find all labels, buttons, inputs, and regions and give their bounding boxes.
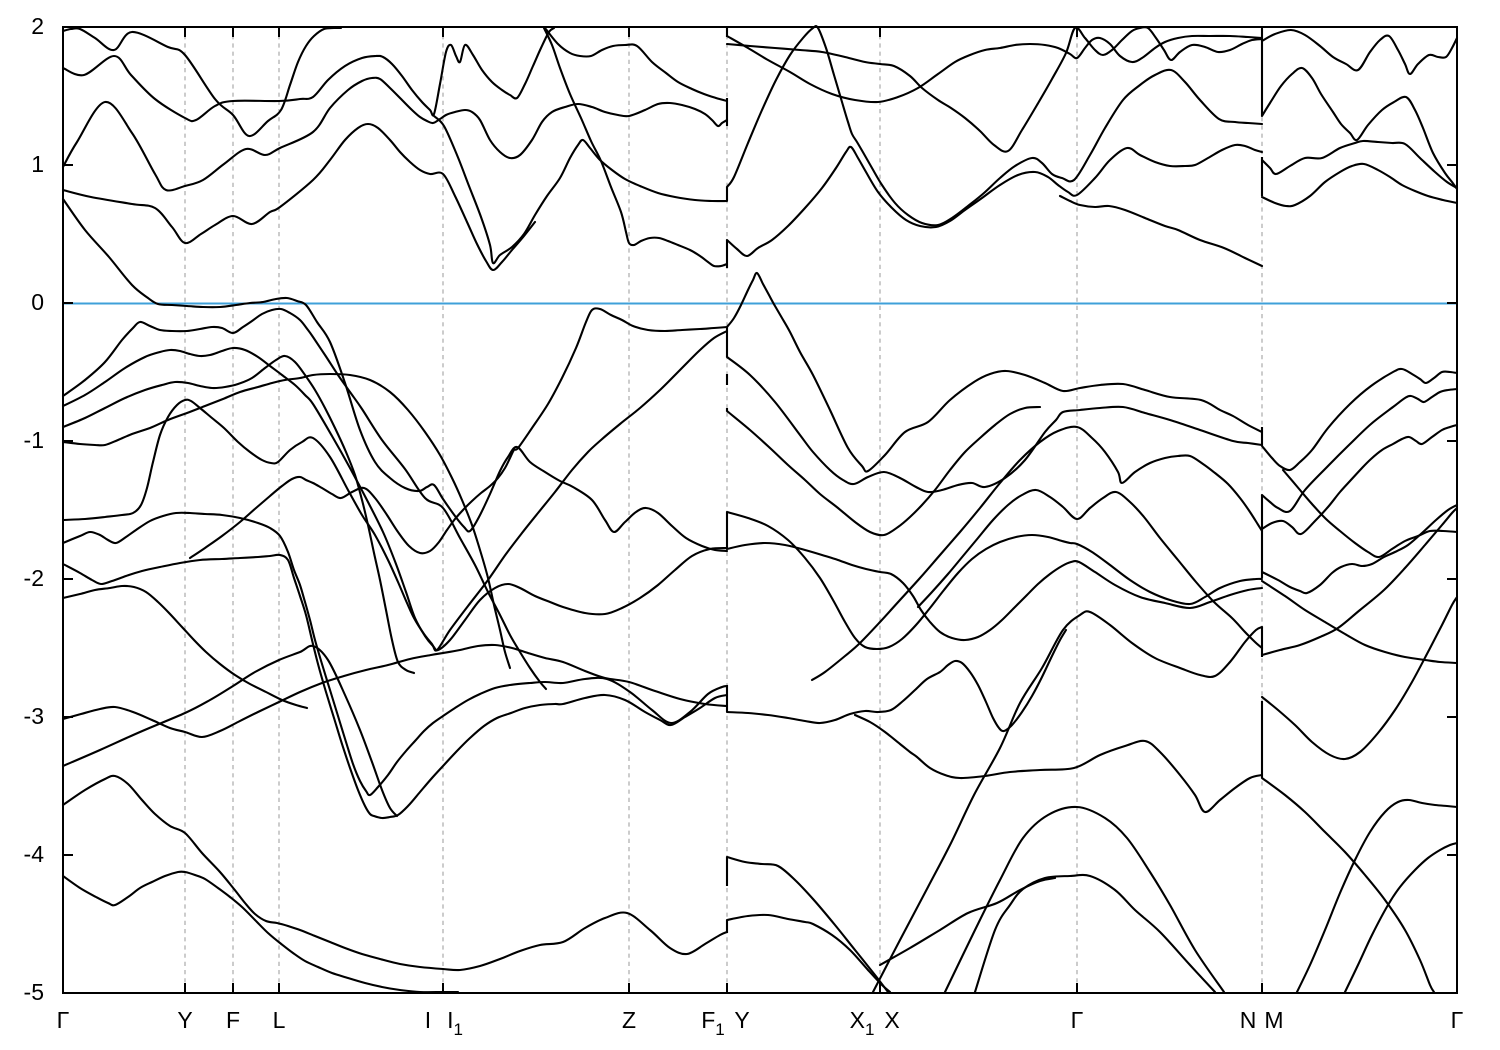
svg-text:N: N [1240, 1007, 1257, 1033]
svg-text:Γ: Γ [1071, 1007, 1084, 1033]
svg-text:Γ: Γ [1451, 1007, 1464, 1033]
svg-text:1: 1 [31, 151, 44, 177]
svg-text:-2: -2 [24, 565, 44, 591]
svg-text:F: F [226, 1007, 240, 1033]
svg-text:Γ: Γ [57, 1007, 70, 1033]
svg-text:-5: -5 [24, 979, 44, 1005]
svg-text:-3: -3 [24, 703, 44, 729]
svg-text:I: I [425, 1007, 431, 1033]
svg-text:-4: -4 [24, 841, 45, 867]
svg-text:-1: -1 [24, 427, 44, 453]
svg-text:L: L [273, 1007, 286, 1033]
svg-text:M: M [1264, 1007, 1283, 1033]
svg-text:Y: Y [177, 1007, 192, 1033]
svg-text:Y: Y [734, 1007, 749, 1033]
svg-text:2: 2 [31, 13, 44, 39]
svg-text:0: 0 [31, 289, 44, 315]
svg-text:X: X [884, 1007, 899, 1033]
svg-text:Z: Z [622, 1007, 636, 1033]
